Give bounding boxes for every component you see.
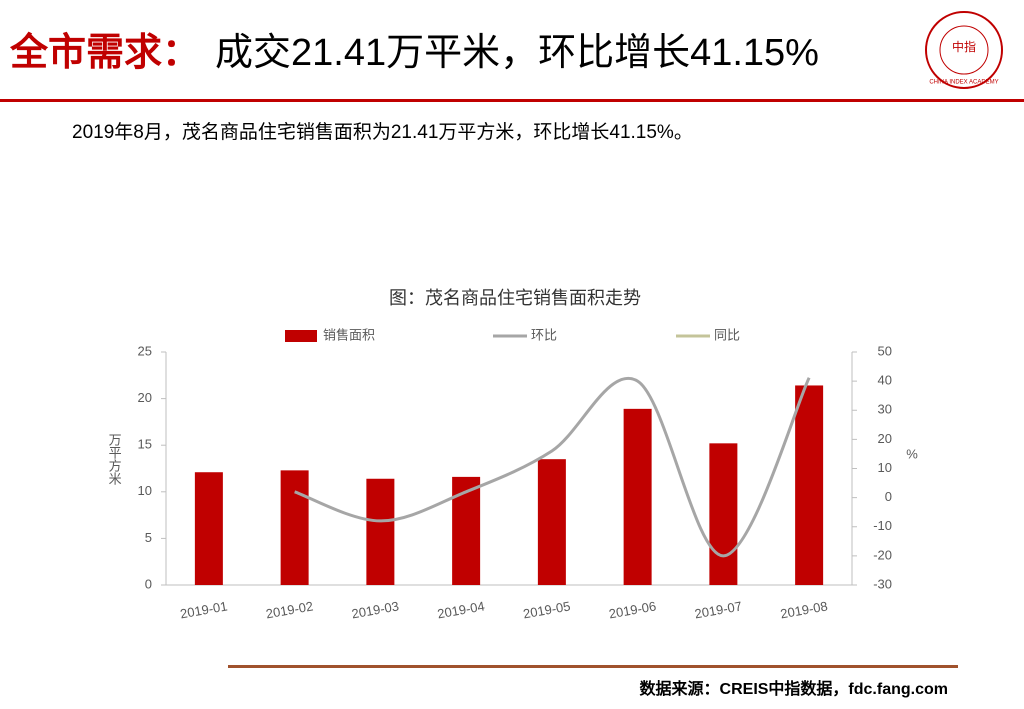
summary: 2019年8月，茂名商品住宅销售面积为21.41万平方米，环比增长41.15%。 [72, 121, 693, 143]
x-tick-label: 2019-04 [436, 598, 486, 621]
bar [623, 408, 652, 585]
y-label: 万平方米 [107, 433, 122, 485]
logo-text: CHINA INDEX ACADEMY [929, 80, 998, 86]
y2-tick-label: 30 [878, 402, 892, 417]
footer-rule [228, 665, 958, 668]
chart-title: 图：茂名商品住宅销售面积走势 [389, 288, 641, 308]
y-tick-label: 0 [145, 576, 152, 591]
title-rest: 成交21.41万平米，环比增长41.15% [215, 32, 819, 74]
header-rule [0, 99, 1024, 102]
y-tick-label: 10 [138, 483, 152, 498]
y-tick-label: 25 [138, 343, 152, 358]
y-tick-label: 20 [138, 390, 152, 405]
y2-tick-label: 40 [878, 373, 892, 388]
y-tick-label: 5 [145, 530, 152, 545]
x-tick-label: 2019-05 [522, 598, 572, 621]
x-tick-label: 2019-06 [608, 598, 658, 621]
y2-tick-label: 10 [878, 460, 892, 475]
x-tick-label: 2019-03 [350, 598, 400, 621]
x-tick-label: 2019-07 [693, 598, 743, 621]
line [294, 376, 811, 558]
legend-swatch [285, 330, 317, 342]
x-tick-label: 2019-01 [179, 598, 229, 621]
legend-label: 销售面积 [323, 327, 375, 342]
y2-tick-label: -20 [873, 547, 892, 562]
y-tick-label: 15 [138, 437, 152, 452]
bar [709, 443, 738, 585]
y2-tick-label: 20 [878, 431, 892, 446]
logo-inner [939, 25, 989, 75]
legend-label: 同比 [714, 327, 740, 342]
y2-tick-label: -30 [873, 576, 892, 591]
x-tick-label: 2019-08 [779, 598, 829, 621]
logo [925, 11, 1003, 89]
y2-label: % [906, 446, 918, 461]
bar [194, 472, 223, 585]
source: 数据来源：CREIS中指数据，fdc.fang.com [640, 679, 948, 698]
logo-center: 中指 [952, 39, 976, 54]
title-lead: 全市需求： [9, 31, 200, 74]
bar [366, 478, 395, 585]
y2-tick-label: -10 [873, 518, 892, 533]
bar [537, 459, 566, 585]
bar [280, 470, 309, 585]
legend-label: 环比 [531, 327, 557, 342]
bar [795, 385, 824, 585]
x-tick-label: 2019-02 [265, 598, 315, 621]
y2-tick-label: 50 [878, 343, 892, 358]
y2-tick-label: 0 [885, 489, 892, 504]
